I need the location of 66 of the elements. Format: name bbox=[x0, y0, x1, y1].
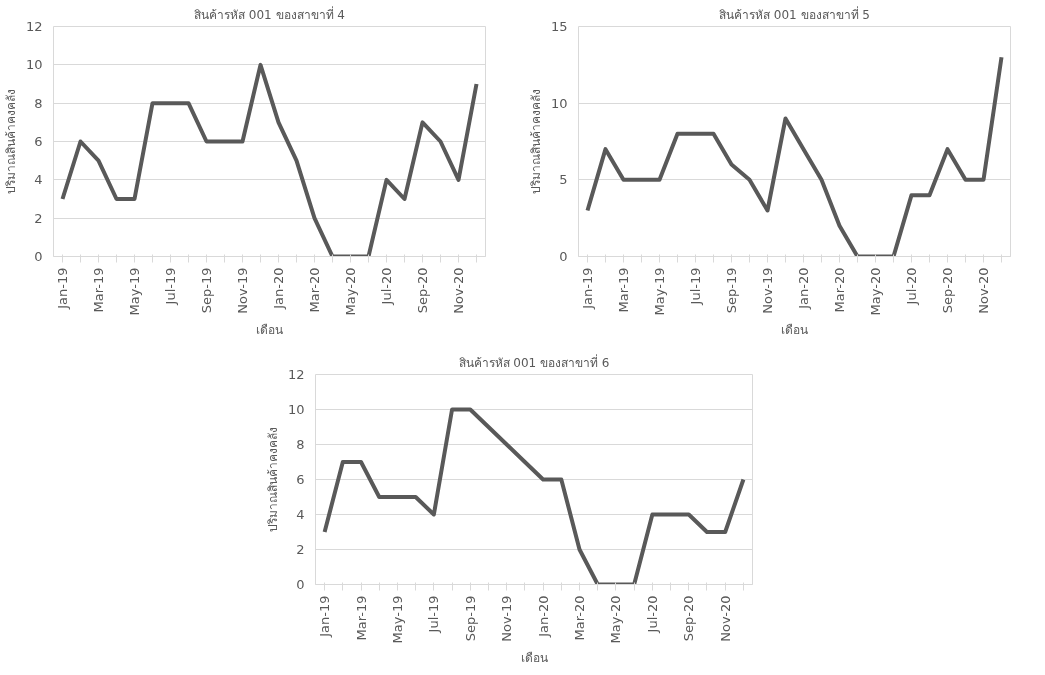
line-series bbox=[322, 407, 746, 585]
y-tick-label: 12 bbox=[25, 19, 43, 34]
x-axis-title: เดือน bbox=[520, 651, 548, 666]
x-tick-label: Nov-20 bbox=[717, 595, 733, 642]
x-tick-label: Sep-20 bbox=[940, 267, 955, 314]
x-tick-label: May-19 bbox=[127, 267, 142, 316]
x-axis-title: เดือน bbox=[781, 323, 808, 338]
x-tick-label: Jan-19 bbox=[317, 595, 333, 638]
x-tick-label: Sep-19 bbox=[724, 267, 739, 314]
y-tick-label: 10 bbox=[550, 95, 568, 111]
x-tick-label: Mar-20 bbox=[307, 267, 322, 313]
y-tick-label: 4 bbox=[34, 172, 43, 188]
y-tick-label: 8 bbox=[296, 437, 305, 452]
x-tick-label: Sep-19 bbox=[462, 595, 478, 642]
y-axis-title: ปริมาณสินค้าคงคลัง bbox=[3, 89, 18, 194]
x-tick-label: Jul-20 bbox=[379, 267, 394, 306]
x-tick-label: Sep-20 bbox=[681, 595, 697, 642]
x-tick-label: Jul-20 bbox=[904, 267, 919, 306]
x-tick-label: Jan-20 bbox=[535, 595, 551, 638]
y-tick-label: 2 bbox=[34, 210, 43, 226]
x-tick-label: Mar-20 bbox=[572, 595, 588, 641]
y-tick-label: 0 bbox=[296, 577, 305, 592]
x-tick-label: Jul-20 bbox=[644, 595, 660, 634]
x-tick-label: Sep-19 bbox=[199, 267, 214, 314]
y-axis-title: ปริมาณสินค้าคงคลัง bbox=[265, 427, 280, 532]
y-axis-title: ปริมาณสินค้าคงคลัง bbox=[528, 89, 543, 194]
x-tick-label: Mar-19 bbox=[616, 267, 631, 313]
y-tick-label: 0 bbox=[559, 249, 568, 264]
y-tick-label: 10 bbox=[25, 57, 43, 73]
x-tick-label: Jul-19 bbox=[163, 267, 178, 306]
y-tick-label: 0 bbox=[34, 249, 43, 264]
x-tick-label: Nov-19 bbox=[760, 267, 775, 314]
line-series bbox=[585, 55, 1004, 257]
chart-title: สินค้ารหัส 001 ของสาขาที่ 4 bbox=[194, 5, 345, 22]
line-series bbox=[60, 62, 479, 257]
x-tick-label: May-19 bbox=[652, 267, 667, 316]
x-tick-label: Jul-19 bbox=[426, 595, 442, 634]
x-tick-label: Sep-20 bbox=[415, 267, 430, 314]
x-tick-label: Nov-19 bbox=[235, 267, 250, 314]
x-tick-label: May-19 bbox=[389, 595, 405, 644]
x-tick-label: Jan-20 bbox=[271, 267, 286, 310]
x-tick-label: Jan-19 bbox=[580, 267, 595, 310]
x-tick-label: Mar-19 bbox=[353, 595, 369, 641]
x-tick-label: May-20 bbox=[343, 267, 358, 316]
x-axis-title: เดือน bbox=[256, 323, 283, 338]
y-tick-label: 12 bbox=[287, 367, 305, 382]
x-tick-label: May-20 bbox=[868, 267, 883, 316]
y-tick-label: 5 bbox=[559, 172, 568, 188]
y-tick-label: 4 bbox=[296, 507, 305, 522]
y-tick-label: 10 bbox=[287, 402, 305, 417]
x-tick-label: May-20 bbox=[608, 595, 624, 644]
x-tick-label: Mar-20 bbox=[832, 267, 847, 313]
y-tick-label: 6 bbox=[296, 472, 305, 487]
x-tick-label: Mar-19 bbox=[91, 267, 106, 313]
y-tick-label: 6 bbox=[34, 134, 43, 149]
chart-title: สินค้ารหัส 001 ของสาขาที่ 5 bbox=[719, 5, 870, 22]
y-tick-label: 2 bbox=[296, 542, 305, 557]
x-tick-label: Nov-20 bbox=[451, 267, 466, 314]
y-tick-label: 15 bbox=[550, 19, 568, 34]
x-tick-label: Jul-19 bbox=[688, 267, 703, 306]
chart-title: สินค้ารหัส 001 ของสาขาที่ 6 bbox=[458, 353, 610, 370]
x-tick-label: Jan-19 bbox=[55, 267, 70, 310]
x-tick-label: Nov-19 bbox=[499, 595, 515, 642]
x-tick-label: Nov-20 bbox=[976, 267, 991, 314]
y-tick-label: 8 bbox=[34, 95, 43, 111]
x-tick-label: Jan-20 bbox=[796, 267, 811, 310]
